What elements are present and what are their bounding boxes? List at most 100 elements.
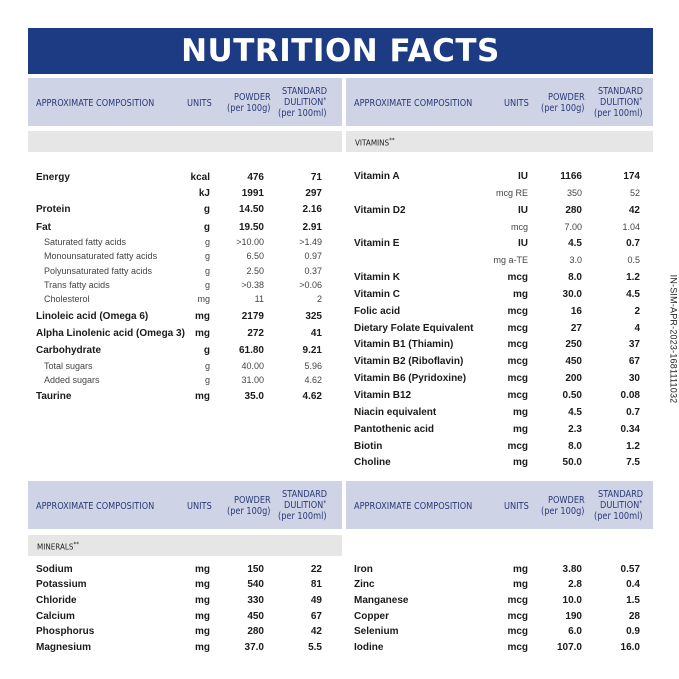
unit-value: mg <box>513 579 528 590</box>
unit-value: mg <box>513 407 528 418</box>
header-dilution: DULITION* <box>284 96 327 108</box>
unit-value: mcg <box>507 356 528 367</box>
powder-value: 8.0 <box>568 441 582 452</box>
header-powder-sub: (per 100g) <box>227 506 271 517</box>
unit-value: mg <box>197 294 210 304</box>
powder-value: 540 <box>247 579 264 590</box>
standard-dilution-value: >0.06 <box>299 280 322 290</box>
table-row: Biotin mcg 8.0 1.2 <box>354 441 644 456</box>
standard-dilution-value: >1.49 <box>299 237 322 247</box>
header-units: UNITS <box>504 501 529 512</box>
table-row: Vitamin E IU 4.5 0.7 <box>354 238 644 253</box>
standard-dilution-value: 41 <box>310 328 322 339</box>
header-dilution: DULITION* <box>284 499 326 511</box>
powder-value: 7.00 <box>564 222 582 232</box>
nutrient-name: Folic acid <box>354 306 401 317</box>
powder-value: 11 <box>254 294 264 304</box>
standard-dilution-value: 4 <box>634 323 640 334</box>
standard-dilution-value: 297 <box>305 188 322 199</box>
standard-dilution-value: 0.7 <box>626 238 640 249</box>
standard-dilution-value: 1.04 <box>622 222 640 232</box>
nutrient-name: Chloride <box>36 595 77 606</box>
table-row: Calcium mg 450 67 <box>36 611 326 626</box>
powder-value: 14.50 <box>238 204 264 215</box>
header-standard: STANDARD <box>598 489 644 500</box>
header-composition: APPROXIMATE COMPOSITION <box>36 501 155 512</box>
table-row: Copper mcg 190 28 <box>354 611 644 626</box>
standard-dilution-value: 67 <box>628 356 640 367</box>
table-row: Chloride mg 330 49 <box>36 595 326 610</box>
unit-value: g <box>204 361 210 371</box>
nutrient-name: Iron <box>354 564 373 575</box>
minerals-subbar-right <box>346 535 653 556</box>
vitamins-label: VITAMINS** <box>355 137 395 148</box>
unit-value: IU <box>518 171 528 182</box>
standard-dilution-value: 0.34 <box>620 424 640 435</box>
standard-dilution-value: 0.5 <box>627 255 640 265</box>
header-dilution-mark: * <box>323 96 327 104</box>
powder-value: >0.38 <box>241 280 264 290</box>
table-row: Saturated fatty acids g >10.00 >1.49 <box>36 237 326 252</box>
table-row: Protein g 14.50 2.16 <box>36 204 326 219</box>
powder-value: 450 <box>247 611 264 622</box>
header-standard: STANDARD <box>282 489 328 500</box>
unit-value: mcg <box>507 611 528 622</box>
header-powder: POWDER <box>234 495 271 506</box>
header-standard-sub: (per 100ml) <box>594 108 643 119</box>
table-row: Vitamin A IU 1166 174 <box>354 171 644 186</box>
unit-value: g <box>204 375 210 385</box>
powder-value: 6.0 <box>568 626 582 637</box>
header-powder: POWDER <box>548 92 585 103</box>
unit-value: mg <box>195 626 210 637</box>
standard-dilution-value: 174 <box>623 171 640 182</box>
standard-dilution-value: 0.97 <box>304 251 322 261</box>
standard-dilution-value: 7.5 <box>626 457 640 468</box>
powder-value: 4.5 <box>568 407 582 418</box>
table-header-minerals-2: APPROXIMATE COMPOSITION UNITS POWDER (pe… <box>346 481 653 529</box>
table-row: Selenium mcg 6.0 0.9 <box>354 626 644 641</box>
standard-dilution-value: 1.2 <box>626 272 640 283</box>
powder-value: 280 <box>247 626 264 637</box>
unit-value: kJ <box>198 188 210 199</box>
table-row: Monounsaturated fatty acids g 6.50 0.97 <box>36 251 326 266</box>
unit-value: mg <box>513 289 528 300</box>
table-row: Iodine mcg 107.0 16.0 <box>354 642 644 657</box>
nutrient-name: Copper <box>354 611 389 622</box>
nutrient-name: Vitamin B12 <box>354 390 412 401</box>
header-units: UNITS <box>187 98 212 109</box>
table-row: Alpha Linolenic acid (Omega 3) mg 272 41 <box>36 328 326 343</box>
vitamins-subbar: VITAMINS** <box>346 131 653 152</box>
standard-dilution-value: 28 <box>628 611 640 622</box>
standard-dilution-value: 325 <box>305 311 322 322</box>
powder-value: 200 <box>565 373 582 384</box>
unit-value: mcg <box>507 595 528 606</box>
table-row: Potassium mg 540 81 <box>36 579 326 594</box>
powder-value: 19.50 <box>238 222 264 233</box>
table-row: Taurine mg 35.0 4.62 <box>36 391 326 406</box>
nutrient-name: Added sugars <box>44 375 100 385</box>
header-dilution-mark: * <box>639 96 643 104</box>
table-row: Total sugars g 40.00 5.96 <box>36 361 326 376</box>
standard-dilution-value: 71 <box>310 172 322 183</box>
table-row: Vitamin B1 (Thiamin) mcg 250 37 <box>354 339 644 354</box>
nutrient-name: Protein <box>36 204 71 215</box>
nutrient-name: Sodium <box>36 564 73 575</box>
unit-value: mcg <box>507 441 528 452</box>
standard-dilution-value: 4.62 <box>302 391 322 402</box>
powder-value: 35.0 <box>244 391 264 402</box>
standard-dilution-value: 37 <box>628 339 640 350</box>
powder-value: 16 <box>570 306 582 317</box>
minerals-label: MINERALS** <box>37 541 79 552</box>
footnote-mark: ** <box>389 137 395 144</box>
nutrient-name: Carbohydrate <box>36 345 102 356</box>
powder-value: 8.0 <box>568 272 582 283</box>
standard-dilution-value: 9.21 <box>302 345 322 356</box>
nutrient-name: Phosphorus <box>36 626 95 637</box>
unit-value: mg <box>195 595 210 606</box>
header-powder-sub: (per 100g) <box>541 103 585 114</box>
unit-value: IU <box>518 205 528 216</box>
nutrient-name: Saturated fatty acids <box>44 237 127 247</box>
unit-value: mcg <box>507 339 528 350</box>
unit-value: g <box>203 204 210 215</box>
nutrient-name: Iodine <box>354 642 384 653</box>
